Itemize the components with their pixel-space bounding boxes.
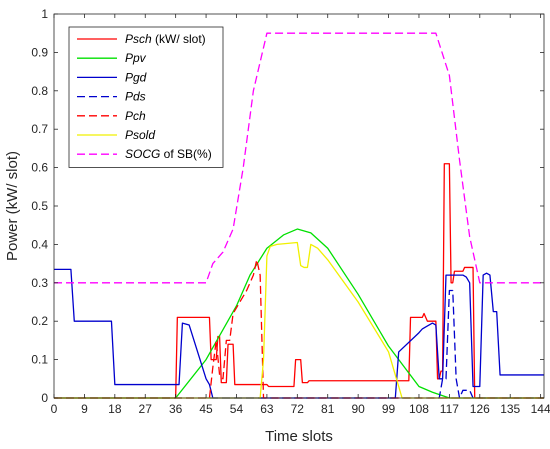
y-tick-label: 0.3 [31,276,48,290]
legend-label-pds: Pds [125,90,146,104]
y-tick-label: 0 [41,391,48,405]
x-tick-label: 0 [51,402,58,416]
x-tick-label: 135 [500,402,520,416]
y-tick-label: 1 [41,7,48,21]
legend-label-psold: Psold [125,128,155,142]
series-line-psold [54,241,544,399]
y-axis-title: Power (kW/ slot) [4,151,21,261]
legend-label-socg-of-sb: SOCG of SB(%) [125,147,212,161]
y-tick-label: 0.7 [31,122,48,136]
y-tick-label: 0.9 [31,45,48,59]
legend: Psch (kW/ slot) Ppv Pgd Pds Pch Psold SOCG of … [68,26,224,168]
legend-label-pgd: Pgd [125,70,147,84]
x-tick-label: 99 [382,402,396,416]
legend-label-psch: Psch (kW/ slot) [125,32,206,46]
plot-border [53,13,545,399]
series-line-pgd [54,268,544,399]
x-tick-label: 117 [440,402,459,416]
x-tick-label: 45 [199,402,213,416]
x-tick-label: 90 [351,402,365,416]
x-tick-label: 54 [230,402,244,416]
legend-label-ppv: Ppv [125,51,147,65]
x-tick-label: 18 [108,402,122,416]
x-tick-label: 72 [291,402,305,416]
y-tick-label: 0.6 [31,161,48,175]
y-tick-label: 0.2 [31,314,48,328]
series-line-pch [54,259,544,399]
series-layer [54,32,544,399]
x-tick-label: 108 [409,402,429,416]
tick-layer: 0 9 18 27 36 45 54 63 72 81 90 99 108 117 126 135 144 0 0.… [31,7,550,416]
x-tick-label: 126 [470,402,490,416]
x-tick-label: 9 [81,402,88,416]
x-tick-label: 27 [139,402,153,416]
series-line-ppv [54,228,544,399]
y-tick-label: 0.4 [31,237,48,251]
x-axis-title: Time slots [265,428,333,445]
legend-label-pch: Pch [125,109,146,123]
x-tick-label: 144 [531,402,550,416]
x-tick-label: 81 [321,402,335,416]
x-tick-label: 36 [169,402,183,416]
series-line-pds [54,289,544,399]
x-tick-label: 63 [260,402,274,416]
series-line-socg-of-sb [54,32,544,284]
y-tick-label: 0.8 [31,84,48,98]
y-tick-label: 0.5 [31,199,48,213]
y-tick-label: 0.1 [31,353,48,367]
